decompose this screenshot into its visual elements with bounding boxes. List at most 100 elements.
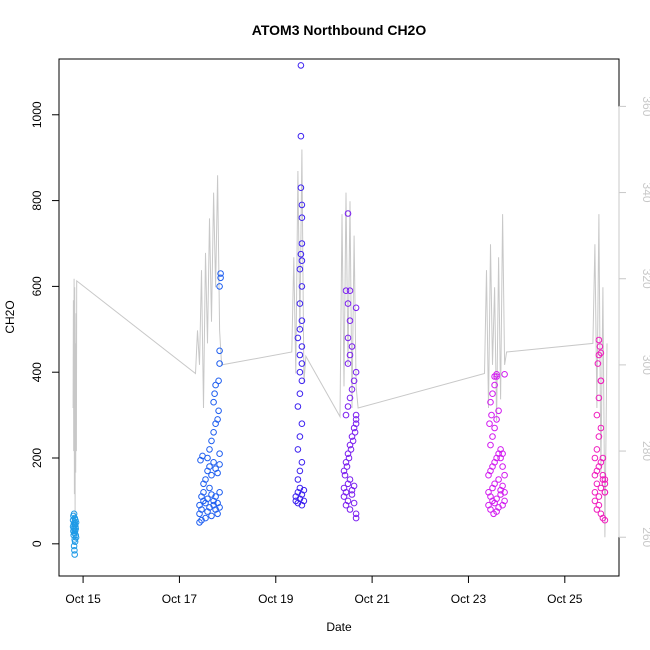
x-tick-label: Oct 15	[65, 592, 101, 606]
data-point	[491, 424, 498, 432]
data-point	[344, 300, 352, 307]
data-point	[486, 420, 493, 428]
data-point	[212, 381, 219, 389]
data-point	[493, 416, 500, 423]
data-point	[344, 334, 352, 342]
data-point	[595, 493, 603, 500]
data-point	[210, 459, 217, 466]
y-tick-label: 0	[30, 540, 44, 547]
data-point	[216, 461, 223, 468]
data-point	[597, 377, 605, 385]
data-point	[493, 495, 500, 503]
data-point	[601, 480, 609, 488]
data-point	[597, 484, 605, 492]
data-point	[499, 482, 506, 490]
data-point	[296, 265, 304, 273]
data-point	[297, 62, 305, 69]
data-point	[216, 347, 223, 355]
data-point	[346, 506, 354, 513]
data-point	[298, 343, 306, 350]
point-series-5	[485, 371, 508, 518]
data-point	[72, 525, 79, 533]
data-point	[352, 368, 360, 376]
data-point	[348, 343, 356, 350]
x-axis: Oct 15 Oct 17 Oct 19 Oct 21 Oct 23 Oct 25	[65, 575, 583, 606]
y2-tick-label: 320	[640, 269, 650, 289]
data-point	[346, 476, 354, 483]
y2-axis: 260 280 300 320 340 360	[618, 96, 650, 548]
data-point	[499, 463, 506, 470]
data-point	[215, 407, 222, 415]
data-point	[352, 420, 360, 428]
data-point	[206, 484, 213, 492]
data-point	[198, 516, 205, 524]
y2-tick-label: 260	[640, 527, 650, 547]
data-point	[488, 411, 495, 419]
data-point	[211, 390, 218, 398]
point-series-4	[340, 210, 360, 522]
data-point	[591, 489, 599, 496]
x-tick-label: Oct 21	[354, 592, 390, 606]
data-point	[501, 489, 508, 496]
data-point	[593, 446, 601, 453]
x-tick-label: Oct 25	[547, 592, 583, 606]
y-axis: 0 200 400 600 800 1000	[30, 101, 60, 547]
data-point	[346, 287, 354, 295]
data-point	[346, 394, 354, 402]
plot-frame	[58, 58, 620, 577]
data-point	[501, 371, 508, 378]
secondary-line	[72, 149, 608, 538]
y-tick-label: 200	[30, 448, 44, 468]
data-point	[216, 283, 223, 290]
data-point	[294, 334, 302, 342]
data-point	[72, 519, 80, 526]
data-point	[344, 210, 352, 217]
data-point	[596, 343, 604, 350]
data-point	[296, 467, 304, 475]
point-series-3	[292, 62, 308, 509]
data-point	[348, 491, 356, 498]
data-point	[298, 377, 306, 385]
data-point	[202, 476, 209, 483]
chart-title: ATOM3 Northbound CH2O	[252, 22, 427, 38]
y2-tick-label: 360	[640, 96, 650, 116]
data-point	[345, 454, 353, 462]
data-point	[198, 506, 205, 513]
data-point	[206, 446, 213, 453]
data-point	[297, 132, 305, 140]
data-point	[298, 240, 306, 247]
data-point	[347, 446, 355, 453]
data-point	[489, 390, 496, 398]
data-point	[591, 454, 599, 462]
y2-tick-label: 300	[640, 355, 650, 375]
y-tick-label: 400	[30, 362, 44, 382]
data-point	[348, 433, 356, 440]
data-point	[71, 547, 78, 554]
data-point	[217, 270, 224, 277]
data-point	[298, 420, 306, 428]
data-point	[297, 184, 305, 191]
data-point	[489, 433, 496, 440]
data-point	[595, 351, 603, 359]
data-point	[501, 471, 508, 479]
data-point	[298, 257, 306, 265]
data-point	[216, 450, 223, 458]
data-point	[344, 360, 352, 367]
x-tick-label: Oct 23	[451, 592, 487, 606]
data-point	[298, 459, 306, 466]
data-point	[296, 433, 304, 440]
data-point	[300, 497, 308, 505]
data-point	[495, 476, 502, 483]
data-point	[591, 497, 599, 505]
data-point	[595, 336, 603, 344]
data-point	[601, 489, 609, 496]
data-point	[599, 514, 607, 522]
data-point	[350, 377, 358, 385]
y2-tick-label: 340	[640, 183, 650, 203]
x-tick-label: Oct 19	[258, 592, 294, 606]
data-point	[601, 516, 609, 524]
data-point	[214, 510, 221, 518]
data-point	[491, 373, 498, 380]
data-point	[499, 450, 506, 458]
data-point	[595, 501, 603, 509]
